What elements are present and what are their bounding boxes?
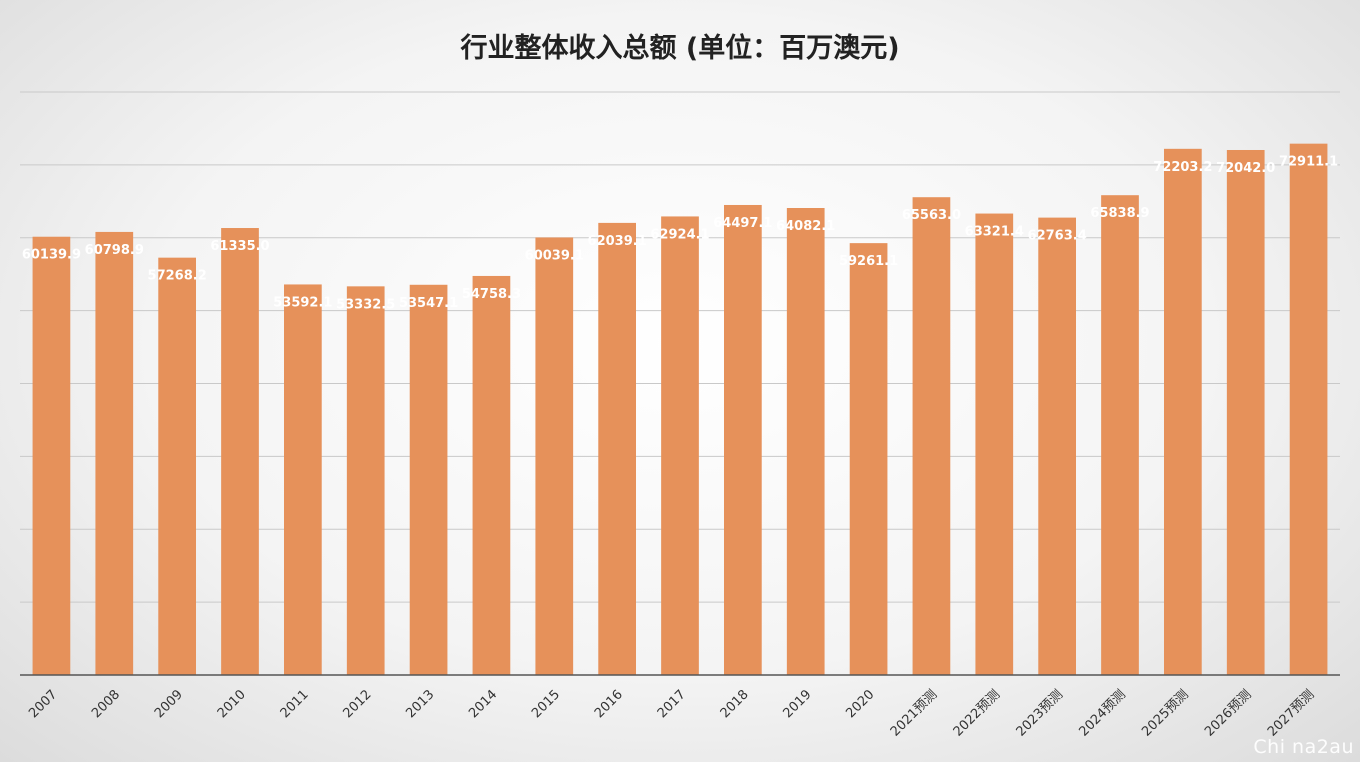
x-tick-label: 2023预测 bbox=[1014, 687, 1066, 739]
x-tick-label: 2015 bbox=[529, 687, 563, 721]
watermark-text: Chi na2au bbox=[1253, 736, 1354, 758]
data-label-2016: 62039.1 bbox=[588, 234, 647, 249]
bar-2009 bbox=[158, 257, 196, 675]
x-tick-label: 2009 bbox=[152, 687, 186, 721]
x-tick-label: 2012 bbox=[341, 687, 375, 721]
x-tick-label: 2018 bbox=[718, 687, 752, 721]
bar-2008 bbox=[95, 231, 134, 675]
data-label-2013: 53547.1 bbox=[399, 296, 458, 311]
data-label-2009: 57268.2 bbox=[148, 269, 207, 284]
x-tick-label: 2026预测 bbox=[1202, 687, 1254, 739]
x-tick-label: 2019 bbox=[781, 687, 815, 721]
data-label-2015: 60039.1 bbox=[525, 248, 584, 263]
data-label-2010: 61335.0 bbox=[210, 239, 269, 254]
data-label-2012: 53332.5 bbox=[336, 297, 395, 312]
bar-2013 bbox=[409, 284, 448, 675]
data-label-2008: 60798.9 bbox=[85, 243, 144, 258]
bar-2014 bbox=[472, 275, 511, 675]
x-tick-label: 2024预测 bbox=[1076, 687, 1128, 739]
data-label-2018: 64497.1 bbox=[713, 216, 772, 231]
bar-2021预测 bbox=[912, 197, 951, 675]
bar-2027预测 bbox=[1289, 143, 1328, 676]
data-label-2024预测: 65838.9 bbox=[1090, 206, 1149, 221]
x-tick-label: 2011 bbox=[278, 687, 312, 721]
x-tick-label: 2021预测 bbox=[888, 687, 940, 739]
x-tick-label: 2013 bbox=[403, 687, 437, 721]
chart-title: 行业整体收入总额 (单位：百万澳元) bbox=[459, 32, 899, 64]
x-tick-label: 2016 bbox=[592, 687, 626, 721]
bar-2025预测 bbox=[1164, 148, 1202, 675]
data-label-2017: 62924.1 bbox=[650, 227, 709, 242]
bar-2012 bbox=[346, 286, 385, 675]
x-tick-label: 2007 bbox=[26, 687, 60, 721]
bar-2022预测 bbox=[975, 213, 1014, 676]
x-tick-label: 2010 bbox=[215, 687, 249, 721]
x-tick-label: 2008 bbox=[89, 687, 123, 721]
bar-2024预测 bbox=[1101, 195, 1139, 675]
data-label-2020: 59261.1 bbox=[839, 254, 898, 269]
x-tick-label: 2017 bbox=[655, 687, 689, 721]
bar-2020 bbox=[849, 243, 888, 675]
data-label-2027预测: 72911.1 bbox=[1279, 155, 1338, 170]
x-tick-label: 2014 bbox=[466, 687, 500, 721]
bars bbox=[32, 143, 1328, 676]
data-label-2026预测: 72042.0 bbox=[1216, 161, 1275, 176]
bar-2007 bbox=[32, 236, 71, 676]
data-label-2007: 60139.9 bbox=[22, 248, 81, 263]
x-tick-label: 2025预测 bbox=[1139, 687, 1191, 739]
x-tick-label: 2027预测 bbox=[1265, 687, 1317, 739]
x-tick-label: 2020 bbox=[843, 687, 877, 721]
data-label-2011: 53592.1 bbox=[273, 295, 332, 310]
x-tick-labels: 2007 2008 2009 2010 2011 2012 2013 2014 2015 2016… bbox=[26, 687, 1317, 739]
data-label-2022预测: 63321.4 bbox=[965, 225, 1024, 240]
bar-2015 bbox=[535, 237, 574, 675]
bar-2010 bbox=[221, 228, 259, 676]
data-label-2014: 54758.3 bbox=[462, 287, 521, 302]
bar-2017 bbox=[661, 216, 699, 676]
data-label-2019: 64082.1 bbox=[776, 219, 835, 234]
data-label-2023预测: 62763.4 bbox=[1028, 229, 1087, 244]
x-tick-label: 2022预测 bbox=[951, 687, 1003, 739]
bar-2016 bbox=[598, 222, 636, 675]
data-label-2021预测: 65563.0 bbox=[902, 208, 961, 223]
bar-2019 bbox=[786, 208, 825, 675]
bar-2023预测 bbox=[1038, 217, 1076, 675]
bar-2018 bbox=[724, 204, 762, 675]
bar-2026预测 bbox=[1226, 149, 1265, 676]
data-label-2025预测: 72203.2 bbox=[1153, 160, 1212, 175]
bar-2011 bbox=[284, 284, 322, 675]
